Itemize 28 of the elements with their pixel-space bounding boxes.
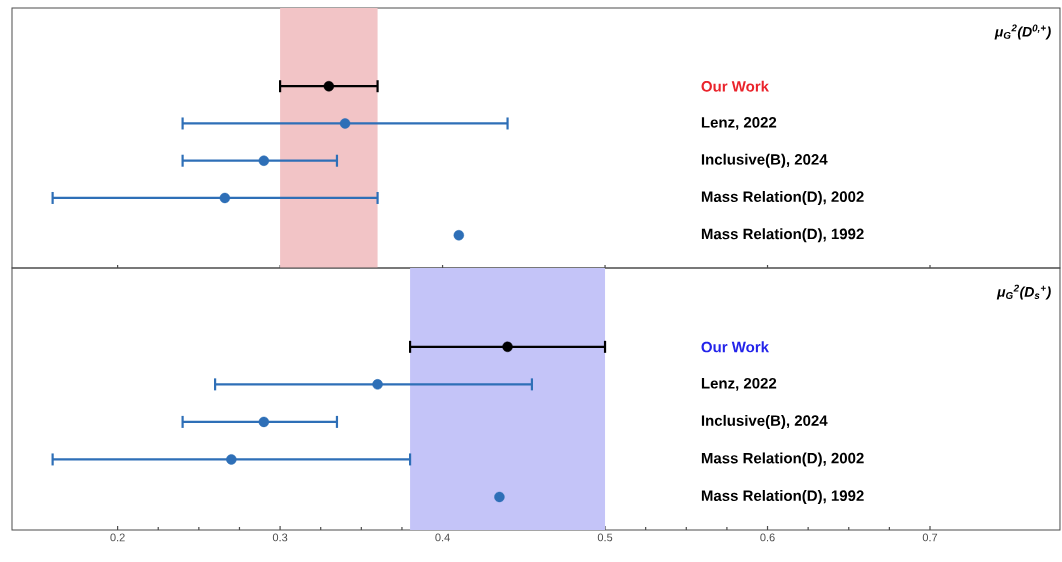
point	[453, 230, 465, 241]
y-tick-label: Mass Relation(D), 2002	[701, 452, 864, 467]
y-tick-label: Our Work	[701, 341, 769, 353]
y-tick-label: Mass Relation(D), 2002	[701, 190, 864, 205]
point	[372, 379, 383, 390]
x-tick-label: 0.6	[760, 533, 775, 542]
point	[494, 491, 505, 503]
chart-title: μ$_{G}$$^{2}$(D$^{0,+}$)	[994, 24, 1051, 40]
point	[258, 416, 270, 428]
y-tick-label: Inclusive(B), 2024	[701, 153, 828, 168]
point	[502, 341, 513, 353]
point	[226, 454, 237, 465]
point	[219, 192, 231, 204]
x-tick-label: 0.3	[272, 533, 288, 542]
point	[339, 118, 351, 129]
y-tick-label: Inclusive(B), 2024	[701, 414, 828, 429]
chart-title: μ$_{G}$$^{2}$(D$_{s}$$^{+}$)	[996, 284, 1051, 300]
x-tick-label: 0.7	[922, 533, 938, 542]
y-tick-label: Lenz, 2022	[701, 117, 777, 130]
point	[323, 81, 335, 92]
x-tick-label: 0.5	[597, 533, 613, 542]
x-tick-label: 0.4	[435, 533, 450, 542]
y-tick-label: Lenz, 2022	[701, 377, 777, 391]
x-tick-label: 0.2	[110, 533, 125, 542]
y-tick-label: Mass Relation(D), 1992	[701, 489, 864, 504]
y-tick-label: Mass Relation(D), 1992	[701, 228, 864, 243]
point	[258, 155, 270, 166]
y-tick-label: Our Work	[701, 80, 769, 92]
